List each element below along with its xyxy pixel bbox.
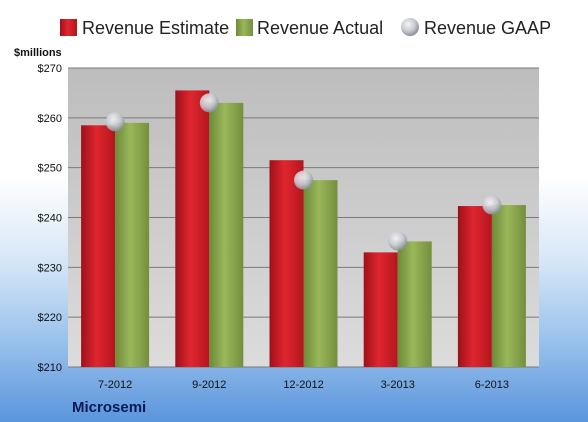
bar-actual-9-2012 [209, 102, 244, 367]
chart-legend: Revenue Estimate Revenue Actual Revenue … [60, 18, 551, 38]
x-axis-ticks: 7-2012 9-2012 12-2012 3-2013 6-2013 [98, 379, 509, 391]
x-tick-label: 12-2012 [283, 379, 323, 391]
y-axis-ticks: $210 $220 $230 $240 $250 $260 $270 [38, 63, 62, 374]
x-tick-label: 6-2013 [475, 379, 509, 391]
bar-actual-7-2012 [115, 122, 150, 367]
legend-label-gaap: Revenue GAAP [424, 18, 551, 38]
y-tick-label: $270 [38, 63, 62, 75]
gaap-marker-7-2012 [105, 112, 125, 132]
bar-actual-12-2012 [303, 180, 338, 367]
bar-estimate-12-2012 [269, 160, 304, 367]
y-tick-label: $260 [38, 113, 62, 125]
company-name: Microsemi [72, 399, 146, 416]
bar-actual-3-2013 [397, 241, 432, 367]
legend-label-estimate: Revenue Estimate [82, 18, 229, 38]
bar-estimate-7-2012 [81, 125, 116, 367]
legend-swatch-actual [236, 19, 253, 36]
legend-swatch-estimate [60, 19, 77, 36]
y-axis-unit-label: $millions [14, 47, 62, 59]
bar-actual-6-2013 [491, 205, 526, 367]
bar-estimate-6-2013 [457, 206, 492, 367]
legend-label-actual: Revenue Actual [257, 18, 383, 38]
gaap-marker-3-2013 [388, 231, 408, 251]
gaap-markers [105, 93, 502, 251]
bar-estimate-3-2013 [363, 252, 398, 367]
legend-marker-gaap [401, 18, 419, 36]
y-tick-label: $230 [38, 262, 62, 274]
gaap-marker-6-2013 [482, 195, 502, 215]
bar-series [81, 90, 526, 368]
bar-estimate-9-2012 [175, 90, 210, 368]
y-tick-label: $210 [38, 362, 62, 374]
gaap-marker-12-2012 [294, 170, 313, 190]
y-tick-label: $240 [38, 213, 62, 225]
gaap-marker-9-2012 [199, 93, 219, 113]
y-tick-label: $250 [38, 163, 62, 175]
y-tick-label: $220 [38, 312, 62, 324]
x-tick-label: 7-2012 [98, 379, 132, 391]
x-tick-label: 9-2012 [192, 379, 226, 391]
x-tick-label: 3-2013 [381, 379, 415, 391]
